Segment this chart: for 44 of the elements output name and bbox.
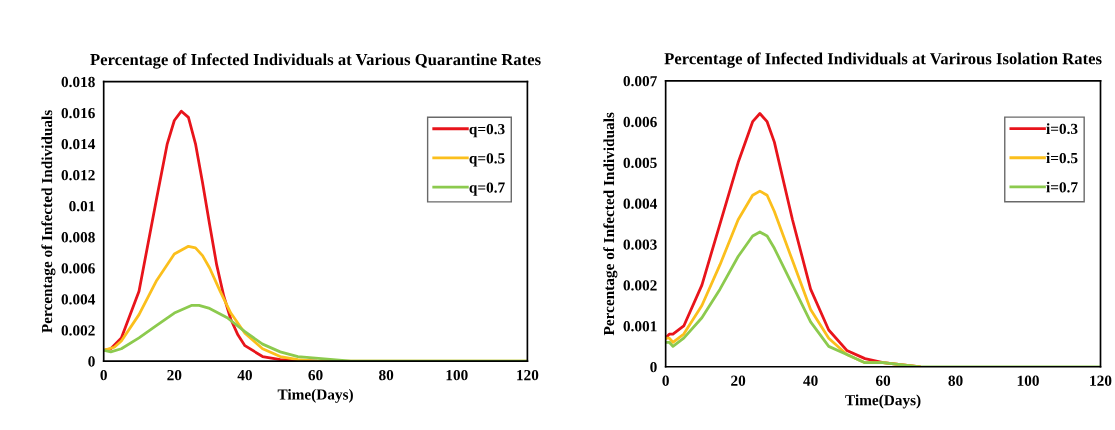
y-tick-label: 0.006 (61, 263, 95, 274)
y-tick-label: 0.003 (623, 239, 657, 250)
y-axis-title: Percentage of Infected Individuals (41, 110, 56, 333)
y-tick-label: 0.016 (61, 107, 95, 119)
x-tick-label: 40 (803, 375, 818, 386)
y-tick-label: 0.005 (623, 157, 657, 169)
x-tick-label: 100 (1017, 375, 1039, 386)
y-axis-title: Percentage of Infected Individuals (603, 112, 618, 336)
y-tick-label: 0.006 (623, 116, 657, 128)
x-tick-label: 80 (379, 369, 394, 381)
chart-title: Percentage of Infected Individuals at Various Quarantine Rates (90, 53, 541, 69)
legend-label: i=0.7 (1046, 181, 1078, 193)
y-tick-label: 0.001 (623, 321, 657, 332)
y-tick-label: 0 (88, 356, 95, 367)
y-tick-label: 0.018 (61, 76, 95, 88)
y-tick-label: 0.014 (61, 138, 96, 150)
x-tick-label: 60 (875, 375, 891, 386)
x-tick-label: 100 (446, 369, 468, 381)
y-tick-label: 0.012 (61, 170, 95, 181)
chart-title: Percentage of Infected Individuals at Varirous Isolation Rates (664, 52, 1102, 68)
x-tick-label: 40 (237, 369, 252, 381)
y-tick-label: 0.004 (61, 294, 96, 305)
legend-label: i=0.3 (1046, 123, 1078, 135)
y-tick-label: 0.008 (61, 232, 95, 243)
x-tick-label: 0 (100, 369, 107, 381)
y-tick-label: 0 (650, 361, 657, 373)
y-tick-label: 0.007 (623, 75, 657, 87)
y-tick-label: 0.01 (69, 201, 95, 212)
x-tick-label: 20 (167, 369, 182, 381)
x-tick-label: 60 (308, 369, 323, 381)
x-tick-label: 20 (731, 375, 746, 386)
x-tick-label: 0 (662, 375, 669, 386)
legend-label: q=0.7 (469, 182, 505, 196)
y-tick-label: 0.002 (623, 280, 657, 291)
x-axis-title: Time(Days) (277, 388, 353, 403)
legend-label: q=0.3 (469, 123, 505, 138)
x-tick-label: 120 (517, 369, 539, 381)
x-tick-label: 80 (948, 375, 963, 386)
x-axis-title: Time(Days) (845, 394, 921, 409)
legend-label: q=0.5 (469, 153, 505, 167)
y-tick-label: 0.002 (61, 325, 95, 336)
legend-label: i=0.5 (1046, 152, 1078, 164)
y-tick-label: 0.004 (623, 198, 658, 209)
x-tick-label: 120 (1090, 375, 1112, 386)
